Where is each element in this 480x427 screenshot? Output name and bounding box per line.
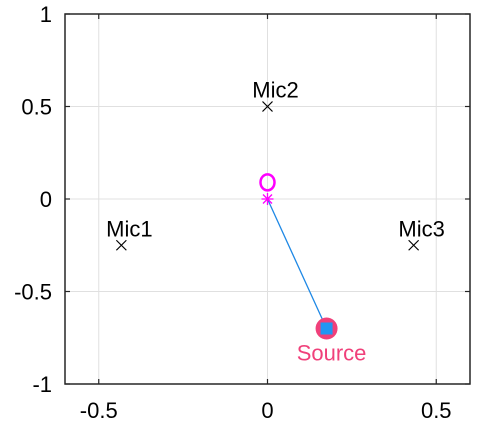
source-square-marker — [320, 322, 333, 335]
mic-marker — [115, 239, 127, 251]
y-tick-label: -0.5 — [14, 280, 52, 305]
y-tick-label: -1 — [32, 372, 52, 397]
source-label: Source — [297, 341, 367, 366]
y-tick-label: 0 — [40, 187, 52, 212]
center-circle-marker — [259, 173, 276, 192]
mic-label: Mic3 — [398, 216, 444, 241]
asterisk-stroke — [262, 194, 273, 204]
x-tick-label: 0.5 — [421, 398, 452, 423]
mic-label: Mic2 — [252, 78, 298, 103]
center-to-source-line — [266, 198, 328, 329]
x-tick-labels: -0.5 0 0.5 — [80, 398, 452, 423]
center-asterisk-marker — [261, 193, 274, 205]
mic-marker-stroke — [262, 101, 273, 112]
mic-marker — [408, 239, 420, 251]
data-marks: Mic1 Mic2 Mic3 Source — [106, 78, 445, 366]
axis-ticks — [65, 13, 470, 385]
mic-marker — [262, 101, 273, 112]
y-tick-label: 0.5 — [21, 95, 52, 120]
x-tick-label: 0 — [261, 398, 273, 423]
mic-marker-stroke — [408, 239, 420, 251]
y-tick-labels: 1 0.5 0 -0.5 -1 — [14, 2, 52, 397]
x-tick-label: -0.5 — [80, 398, 118, 423]
mic-marker-stroke — [115, 239, 127, 251]
mic-label: Mic1 — [106, 216, 152, 241]
y-tick-label: 1 — [40, 2, 52, 27]
